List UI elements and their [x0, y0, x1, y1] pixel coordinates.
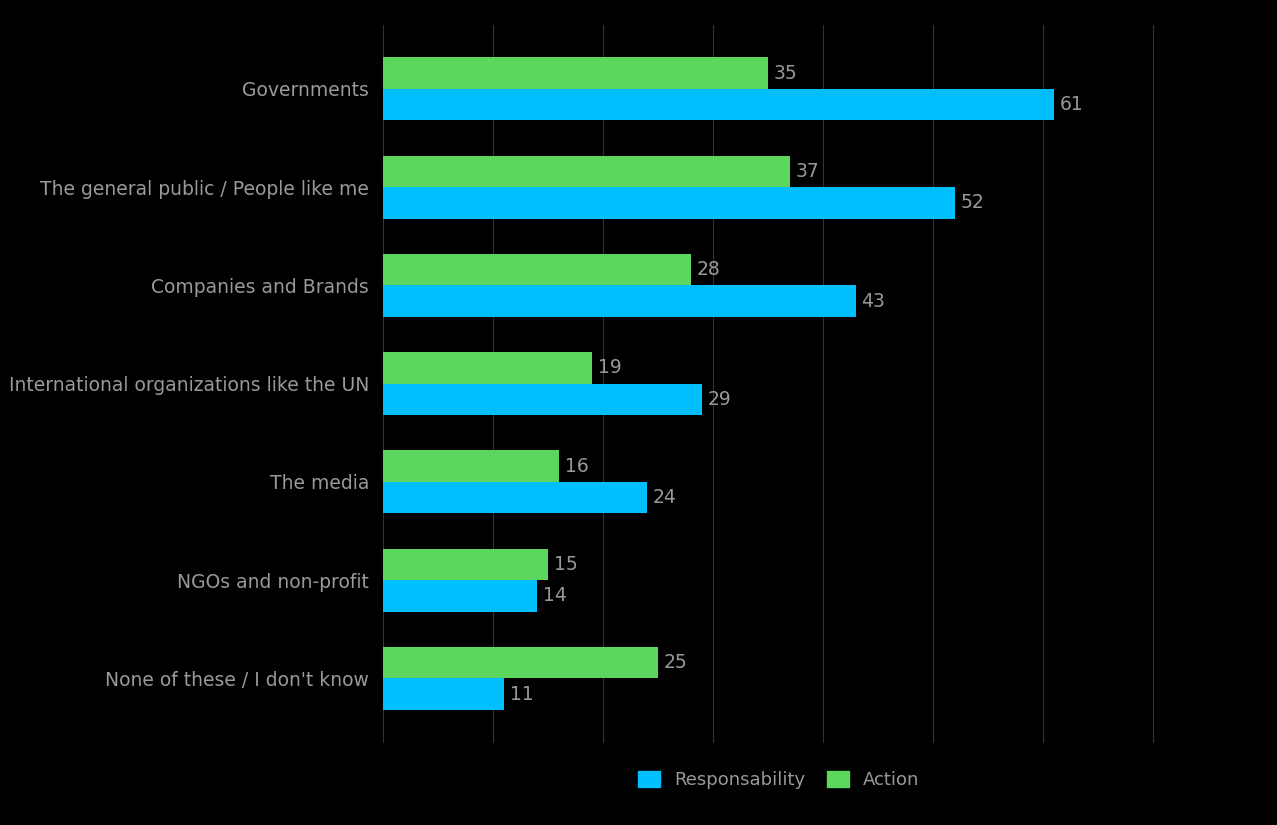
Bar	[383, 384, 702, 415]
Legend: Responsability, Action: Responsability, Action	[630, 761, 928, 798]
Text: 29: 29	[707, 390, 732, 409]
Text: 35: 35	[774, 64, 797, 82]
Bar	[383, 58, 767, 89]
Text: 61: 61	[1060, 95, 1083, 114]
Bar	[383, 89, 1054, 120]
Bar	[383, 580, 538, 611]
Text: 24: 24	[653, 488, 677, 507]
Text: 28: 28	[696, 260, 720, 279]
Bar	[383, 647, 658, 678]
Text: 11: 11	[510, 685, 534, 704]
Text: 16: 16	[564, 457, 589, 476]
Text: 14: 14	[543, 587, 567, 606]
Bar	[383, 254, 691, 285]
Text: 19: 19	[598, 358, 622, 377]
Bar	[383, 678, 504, 710]
Text: 37: 37	[796, 162, 820, 181]
Bar	[383, 450, 559, 482]
Bar	[383, 187, 955, 219]
Bar	[383, 156, 790, 187]
Text: 15: 15	[553, 555, 577, 574]
Text: 43: 43	[862, 291, 885, 310]
Bar	[383, 285, 856, 317]
Bar	[383, 549, 548, 580]
Text: 52: 52	[960, 193, 985, 212]
Text: 25: 25	[664, 653, 687, 672]
Bar	[383, 352, 593, 384]
Bar	[383, 482, 647, 513]
